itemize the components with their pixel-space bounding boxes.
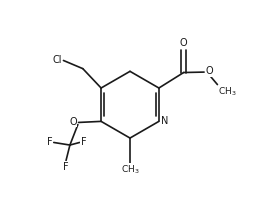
Text: CH$_3$: CH$_3$: [121, 164, 140, 176]
Text: F: F: [63, 162, 69, 172]
Text: Cl: Cl: [52, 55, 62, 65]
Text: F: F: [81, 138, 86, 147]
Text: O: O: [205, 66, 213, 77]
Text: O: O: [69, 117, 77, 127]
Text: F: F: [47, 138, 53, 147]
Text: O: O: [180, 38, 187, 48]
Text: CH$_3$: CH$_3$: [218, 85, 237, 97]
Text: N: N: [161, 116, 168, 126]
